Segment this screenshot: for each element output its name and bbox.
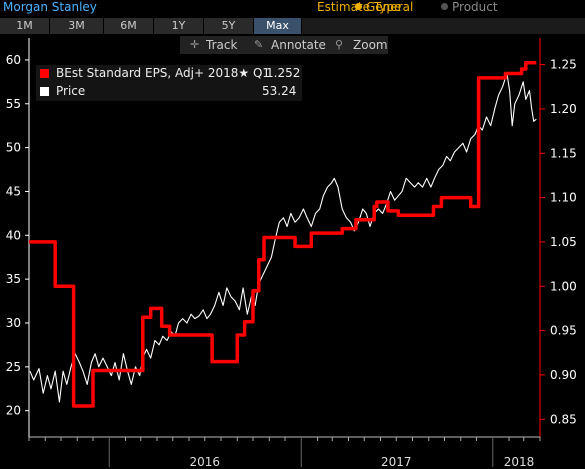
- left-tick-label: 50: [6, 141, 21, 155]
- left-tick-label: 35: [6, 272, 21, 286]
- chart-toolbar: [180, 36, 388, 54]
- range-max-button[interactable]: Max: [254, 18, 302, 34]
- right-tick-label: 1.15: [550, 146, 577, 160]
- option-general[interactable]: General: [366, 0, 414, 14]
- right-tick-label: 1.25: [550, 58, 577, 72]
- x-tick-label: 2018: [504, 455, 535, 469]
- range-1m-button[interactable]: 1M: [0, 18, 50, 34]
- x-tick-label: 2016: [189, 455, 220, 469]
- left-tick-label: 45: [6, 184, 21, 198]
- left-tick-label: 20: [6, 404, 21, 418]
- zoom-button[interactable]: Zoom: [353, 38, 388, 52]
- right-tick-label: 0.95: [550, 324, 577, 338]
- eps-legend-label: BEst Standard EPS, Adj+ 2018★ Q1: [56, 66, 271, 80]
- right-tick-label: 0.85: [550, 412, 577, 426]
- price-legend-label: Price: [56, 84, 86, 98]
- left-tick-label: 40: [6, 228, 21, 242]
- right-tick-label: 1.20: [550, 102, 577, 116]
- right-tick-label: 1.05: [550, 235, 577, 249]
- eps-legend-value: 1.252: [266, 66, 301, 80]
- range-6m-button[interactable]: 6M: [104, 18, 154, 34]
- price-legend-swatch: [40, 87, 49, 96]
- range-1y-button[interactable]: 1Y: [154, 18, 204, 34]
- left-tick-label: 25: [6, 360, 21, 374]
- radio-general-icon[interactable]: [355, 3, 362, 10]
- pencil-icon[interactable]: ✎: [254, 38, 264, 51]
- left-tick-label: 60: [6, 53, 21, 67]
- annotate-button[interactable]: Annotate: [271, 38, 326, 52]
- price-legend-value: 53.24: [262, 84, 297, 98]
- option-product[interactable]: Product: [452, 0, 498, 14]
- security-title[interactable]: Morgan Stanley: [3, 0, 97, 14]
- eps-legend-swatch: [40, 69, 49, 78]
- left-tick-label: 30: [6, 316, 21, 330]
- crosshair-icon[interactable]: ✛: [190, 38, 200, 51]
- x-tick-label: 2017: [381, 455, 412, 469]
- radio-product-icon[interactable]: [441, 3, 448, 10]
- eps-series-line: [29, 61, 537, 408]
- left-tick-label: 55: [6, 97, 21, 111]
- range-5y-button[interactable]: 5Y: [204, 18, 254, 34]
- right-tick-label: 0.90: [550, 368, 577, 382]
- top-bar: [0, 0, 585, 17]
- legend-box: [36, 65, 302, 101]
- right-tick-label: 1.00: [550, 279, 577, 293]
- range-3m-button[interactable]: 3M: [50, 18, 104, 34]
- magnifier-icon[interactable]: ⚲: [335, 38, 344, 51]
- track-button[interactable]: Track: [206, 38, 238, 52]
- right-tick-label: 1.10: [550, 191, 577, 205]
